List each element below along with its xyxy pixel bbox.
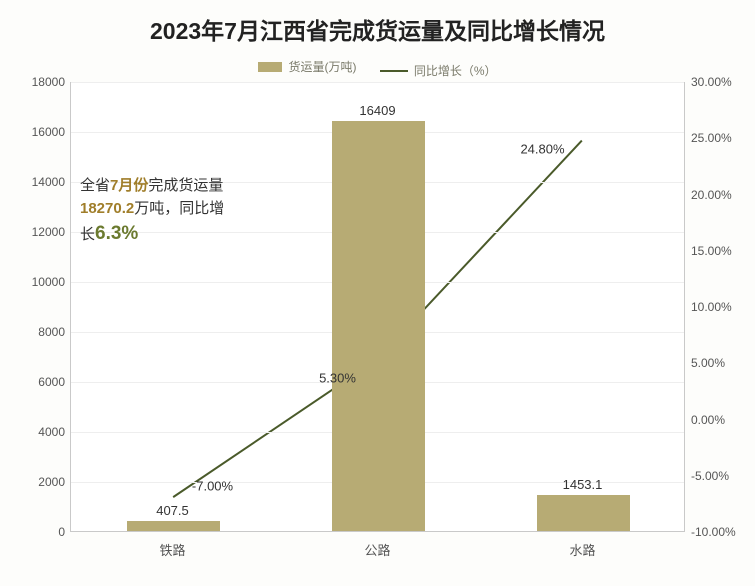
y2-tick-label: 25.00%: [691, 131, 751, 145]
summary-annotation: 全省7月份完成货运量 18270.2万吨，同比增 长6.3%: [80, 175, 270, 249]
bar: [127, 521, 219, 531]
legend-item-bar: 货运量(万吨): [258, 58, 356, 75]
line-value-label: 24.80%: [520, 141, 564, 156]
legend-bar-label: 货运量(万吨): [288, 58, 356, 75]
line-swatch-icon: [380, 70, 408, 72]
anno-mid2: 万吨，同比增: [134, 200, 224, 217]
anno-growth: 6.3%: [95, 223, 138, 244]
legend-item-line: 同比增长（%）: [380, 62, 497, 79]
anno-mid1: 完成货运量: [148, 177, 223, 194]
y1-tick-label: 16000: [5, 125, 65, 139]
bar: [537, 495, 629, 531]
anno-total: 18270.2: [80, 200, 134, 217]
anno-month: 7月份: [110, 177, 148, 194]
y2-tick-label: -10.00%: [691, 525, 751, 539]
y1-tick-label: 8000: [5, 325, 65, 339]
y2-tick-label: 0.00%: [691, 413, 751, 427]
chart-title: 2023年7月江西省完成货运量及同比增长情况: [0, 12, 755, 46]
y1-tick-label: 6000: [5, 375, 65, 389]
legend: 货运量(万吨) 同比增长（%）: [0, 58, 755, 79]
y1-tick-label: 10000: [5, 275, 65, 289]
y1-tick-label: 0: [5, 525, 65, 539]
y2-tick-label: 15.00%: [691, 244, 751, 258]
plot-area: [70, 82, 685, 532]
line-value-label: -7.00%: [192, 479, 233, 494]
y2-tick-label: -5.00%: [691, 469, 751, 483]
y2-tick-label: 5.00%: [691, 356, 751, 370]
x-tick-label: 铁路: [159, 540, 185, 559]
anno-pre: 全省: [80, 177, 110, 194]
x-tick-label: 公路: [364, 540, 390, 559]
gridline: [71, 82, 684, 83]
y1-tick-label: 12000: [5, 225, 65, 239]
y1-tick-label: 4000: [5, 425, 65, 439]
bar-value-label: 1453.1: [563, 477, 603, 492]
legend-line-label: 同比增长（%）: [414, 62, 497, 79]
y1-tick-label: 2000: [5, 475, 65, 489]
y2-tick-label: 30.00%: [691, 75, 751, 89]
bar-swatch-icon: [258, 62, 282, 72]
bar: [332, 121, 424, 531]
anno-mid3: 长: [80, 226, 95, 243]
line-value-label: 5.30%: [319, 370, 356, 385]
y2-tick-label: 10.00%: [691, 300, 751, 314]
y1-tick-label: 14000: [5, 175, 65, 189]
x-tick-label: 水路: [569, 540, 595, 559]
y1-tick-label: 18000: [5, 75, 65, 89]
bar-value-label: 407.5: [156, 503, 189, 518]
y2-tick-label: 20.00%: [691, 188, 751, 202]
bar-value-label: 16409: [359, 103, 395, 118]
